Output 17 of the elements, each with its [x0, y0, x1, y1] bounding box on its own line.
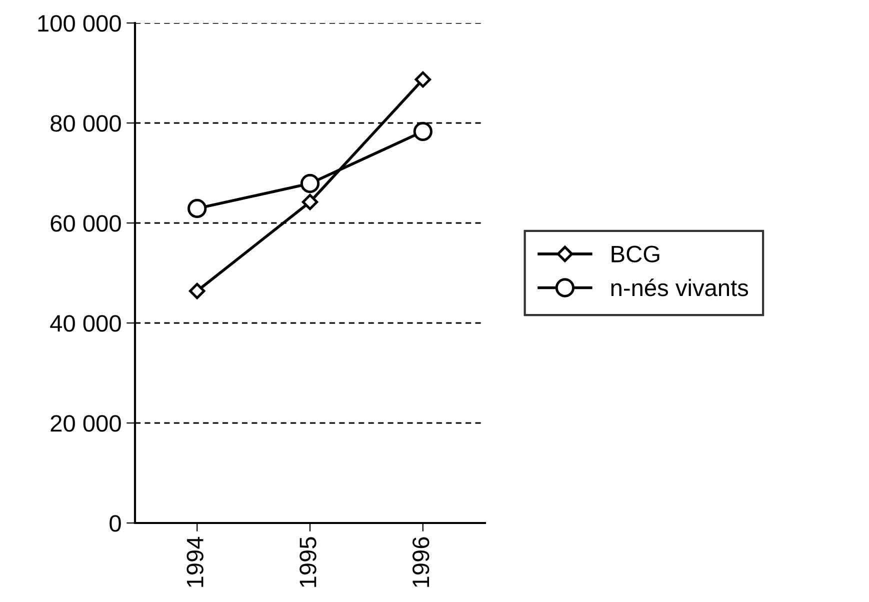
y-tick-label: 100 000 [38, 15, 121, 32]
y-tick-label: 60 000 [50, 215, 121, 232]
legend-label: BCG [612, 246, 660, 262]
legend-label: n-nés vivants [611, 278, 748, 296]
y-tick-label: 20 000 [50, 415, 121, 432]
x-tick-label: 1995 [300, 537, 316, 587]
y-tick-label: 80 000 [50, 115, 121, 132]
point [414, 71, 432, 88]
x-tick-label: 1996 [412, 537, 430, 587]
point [188, 282, 206, 300]
point [188, 198, 207, 218]
y-tick-label: 40 000 [50, 315, 121, 332]
point [300, 174, 320, 194]
point [413, 122, 432, 142]
x-tick-label: 1994 [186, 536, 204, 587]
y-tick-label: 0 [110, 515, 121, 532]
point [302, 194, 318, 210]
